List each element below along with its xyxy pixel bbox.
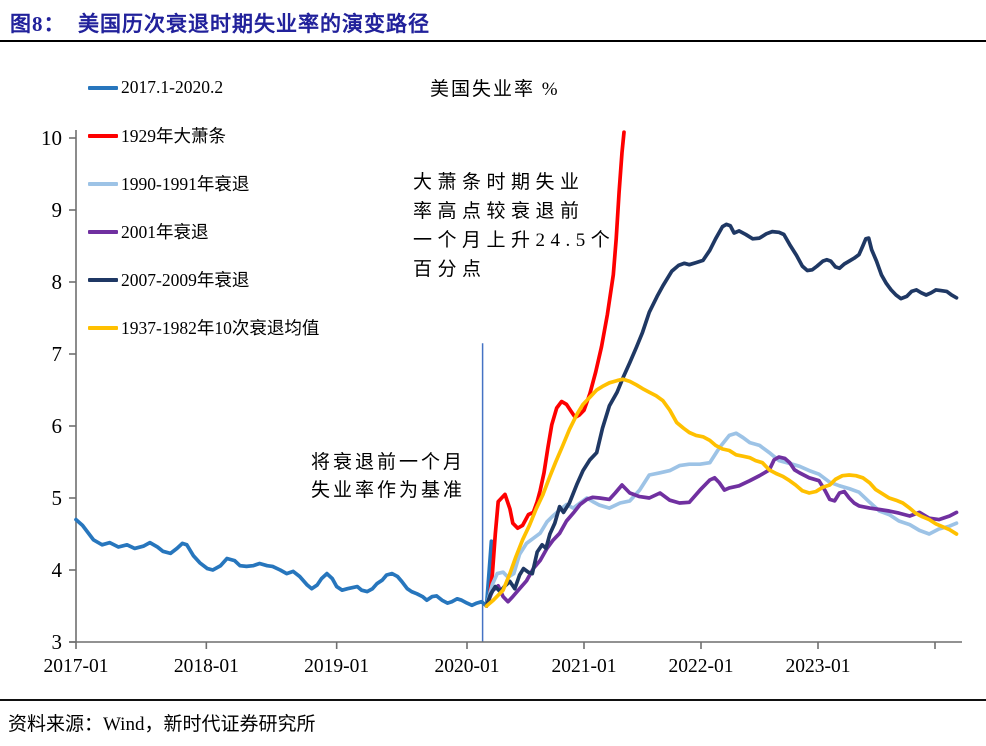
legend-item-2: 1990-1991年衰退 (88, 170, 319, 197)
source-divider (0, 699, 986, 701)
y-tick-label: 10 (41, 126, 62, 150)
y-tick-label: 5 (52, 486, 63, 510)
series-line-1 (484, 130, 626, 608)
annotation-baseline-note: 将衰退前一个月 失业率作为基准 (311, 452, 466, 501)
legend-label-3: 2001年衰退 (121, 222, 209, 242)
x-tick-label: 2018-01 (174, 656, 239, 677)
legend-item-1: 1929年大萧条 (88, 122, 319, 149)
x-tick-label: 2022-01 (669, 656, 734, 677)
legend-label-2: 1990-1991年衰退 (121, 174, 250, 194)
x-tick-label: 2023-01 (786, 656, 851, 677)
y-tick-label: 6 (52, 414, 63, 438)
series-line-4 (484, 222, 959, 608)
series-line-3 (484, 455, 959, 608)
series-line-0 (74, 517, 494, 608)
legend-swatch-0 (88, 85, 118, 90)
y-tick-label: 4 (52, 558, 63, 582)
title-divider (0, 40, 986, 42)
annotation-depression-note: 大萧条时期失业 率高点较衰退前 一个月上升24.5个 百分点 (413, 172, 616, 280)
chart-title: 美国失业率 % (430, 79, 560, 100)
y-tick-label: 3 (52, 630, 63, 654)
source-note: 资料来源：Wind，新时代证券研究所 (8, 714, 316, 735)
legend-swatch-4 (88, 277, 118, 282)
figure-title: 图8： 美国历次衰退时期失业率的演变路径 (10, 12, 430, 36)
legend-swatch-3 (88, 229, 118, 234)
legend-item-0: 2017.1-2020.2 (88, 74, 319, 101)
x-tick-label: 2021-01 (552, 656, 617, 677)
legend-label-0: 2017.1-2020.2 (121, 77, 224, 97)
y-tick-label: 8 (52, 270, 63, 294)
legend-swatch-1 (88, 133, 118, 138)
series-line-5 (484, 377, 959, 608)
legend-label-1: 1929年大萧条 (121, 126, 226, 146)
x-tick-label: 2017-01 (44, 656, 109, 677)
legend-item-5: 1937-1982年10次衰退均值 (88, 314, 319, 341)
y-tick-label: 9 (52, 198, 63, 222)
legend-label-4: 2007-2009年衰退 (121, 270, 250, 290)
legend-item-4: 2007-2009年衰退 (88, 266, 319, 293)
series-line-2 (484, 431, 959, 608)
legend-swatch-2 (88, 181, 118, 186)
legend-item-3: 2001年衰退 (88, 218, 319, 245)
x-tick-label: 2020-01 (435, 656, 500, 677)
x-tick-label: 2019-01 (304, 656, 369, 677)
legend: 2017.1-2020.2 1929年大萧条 1990-1991年衰退 2001年衰退… (88, 74, 319, 341)
legend-label-5: 1937-1982年10次衰退均值 (121, 318, 320, 338)
legend-swatch-5 (88, 325, 118, 330)
y-tick-label: 7 (52, 342, 63, 366)
